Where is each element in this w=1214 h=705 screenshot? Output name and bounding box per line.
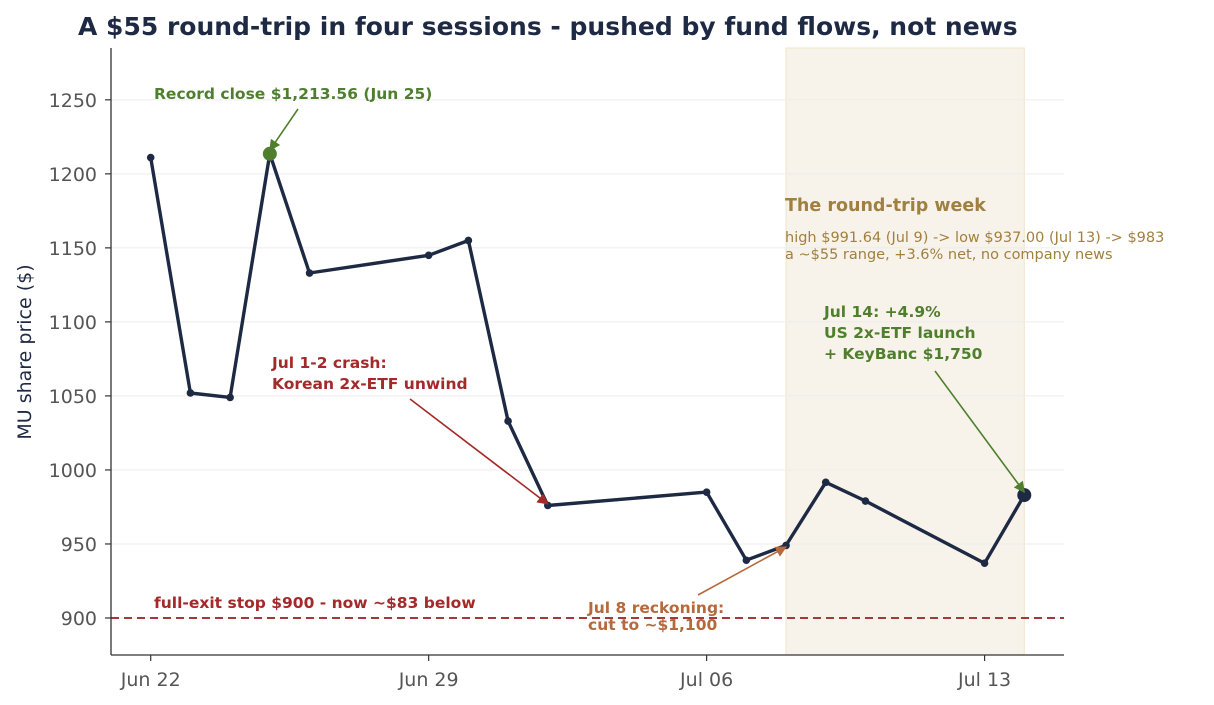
arrow-crash bbox=[409, 398, 549, 505]
annotation-reckoning-line-1: Jul 8 reckoning: bbox=[587, 599, 724, 617]
data-point bbox=[424, 251, 433, 260]
annotation-crash-line-1: Jul 1-2 crash: bbox=[271, 354, 387, 372]
y-tick-label: 1250 bbox=[49, 90, 97, 112]
data-point bbox=[504, 417, 512, 425]
x-tick-label: Jul 06 bbox=[679, 669, 733, 691]
x-tick-label: Jul 13 bbox=[957, 669, 1011, 691]
annotation-launch: Jul 14: +4.9% US 2x-ETF launch + KeyBanc… bbox=[823, 303, 983, 363]
y-axis-label: MU share price ($) bbox=[14, 264, 36, 439]
data-point bbox=[464, 236, 473, 245]
arrow-launch bbox=[934, 370, 1025, 494]
annotation-reckoning: Jul 8 reckoning: cut to ~$1,100 bbox=[587, 599, 730, 634]
y-tick-label: 1000 bbox=[49, 460, 97, 482]
highlight-point bbox=[1017, 488, 1032, 503]
annotation-stop: full-exit stop $900 - now ~$83 below bbox=[154, 594, 476, 612]
annotation-launch-line-1: Jul 14: +4.9% bbox=[823, 303, 941, 321]
annotation-record: Record close $1,213.56 (Jun 25) bbox=[154, 85, 432, 103]
shaded-region bbox=[785, 47, 1025, 656]
data-point bbox=[821, 478, 830, 487]
y-tick-label: 1100 bbox=[49, 312, 97, 334]
y-tick-label: 1050 bbox=[49, 386, 97, 408]
y-tick-label: 950 bbox=[61, 534, 97, 556]
series-line bbox=[149, 152, 1026, 565]
data-point bbox=[742, 556, 751, 565]
annotation-launch-line-3: + KeyBanc $1,750 bbox=[824, 345, 983, 363]
y-tick-label: 900 bbox=[61, 608, 97, 630]
y-tick-label: 1200 bbox=[49, 164, 97, 186]
chart-title: A $55 round-trip in four sessions - push… bbox=[78, 12, 1018, 41]
data-points bbox=[146, 146, 1032, 568]
data-point bbox=[226, 393, 234, 402]
annotation-week-detail: high $991.64 (Jul 9) -> low $937.00 (Jul… bbox=[785, 230, 1169, 263]
annotation-crash: Jul 1-2 crash: Korean 2x-ETF unwind bbox=[271, 354, 468, 393]
annotation-week-detail-line-2: a ~$55 range, +3.6% net, no company news bbox=[785, 247, 1113, 263]
data-point bbox=[702, 488, 711, 496]
arrow-record bbox=[269, 108, 299, 152]
data-point bbox=[861, 497, 870, 505]
x-tick-label: Jun 29 bbox=[398, 669, 459, 691]
annotation-launch-line-2: US 2x-ETF launch bbox=[824, 324, 976, 342]
data-point bbox=[305, 269, 314, 277]
data-point bbox=[980, 559, 989, 568]
annotation-crash-line-2: Korean 2x-ETF unwind bbox=[272, 375, 468, 393]
y-tick-label: 1150 bbox=[49, 238, 97, 260]
annotation-week-detail-line-1: high $991.64 (Jul 9) -> low $937.00 (Jul… bbox=[785, 230, 1164, 246]
x-tick-label: Jun 22 bbox=[120, 669, 181, 691]
y-ticks: 900 950 1000 1050 1100 1150 1200 1250 bbox=[49, 90, 111, 630]
arrow-reckoning bbox=[697, 546, 788, 596]
annotation-reckoning-line-2: cut to ~$1,100 bbox=[588, 616, 717, 634]
data-point bbox=[146, 153, 155, 162]
x-ticks: Jun 22 Jun 29 Jul 06 Jul 13 bbox=[120, 655, 1011, 691]
annotation-week-title: The round-trip week bbox=[785, 196, 986, 216]
data-point bbox=[186, 389, 195, 397]
